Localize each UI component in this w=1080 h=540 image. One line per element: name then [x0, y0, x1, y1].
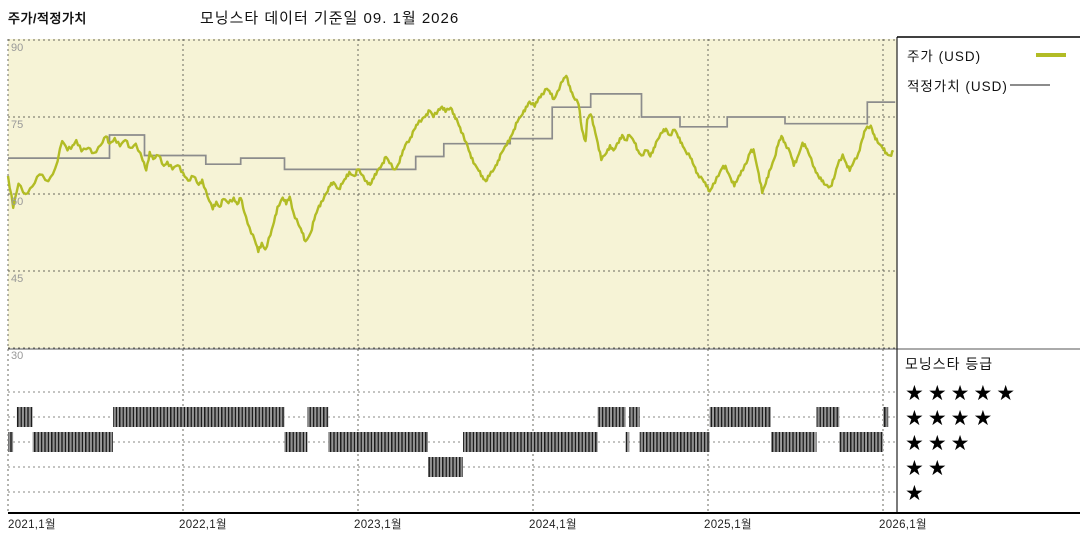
page-title: 주가/적정가치	[8, 11, 87, 26]
legend: 주가 (USD) 적정가치 (USD)	[897, 37, 1080, 97]
rating-5-stars: ★★★★★	[905, 381, 1020, 405]
as-of-date: 모닝스타 데이터 기준일 09. 1월 2026	[200, 10, 460, 27]
x-tick-2023: 2023,1월	[354, 519, 402, 531]
price-line	[6, 74, 895, 254]
y-tick-90: 90	[11, 42, 24, 54]
rating-legend: 모닝스타 등급 ★★★★★ ★★★★ ★★★ ★★ ★	[905, 354, 1075, 506]
x-tick-2022: 2022,1월	[179, 519, 227, 531]
x-tick-2021: 2021,1월	[8, 519, 56, 531]
x-tick-2024: 2024,1월	[529, 519, 577, 531]
rating-3-stars: ★★★	[905, 431, 974, 455]
y-tick-75: 75	[11, 119, 24, 131]
rating-legend-title: 모닝스타 등급	[905, 356, 994, 372]
x-tick-2025: 2025,1월	[704, 519, 752, 531]
y-tick-30: 30	[11, 350, 24, 362]
rating-history-barcode	[8, 407, 889, 477]
fair-value-line-swatch	[1009, 84, 1050, 86]
legend-item-fair-value: 적정가치 (USD)	[897, 67, 1080, 97]
legend-item-price: 주가 (USD)	[897, 37, 1080, 67]
y-tick-45: 45	[11, 273, 24, 285]
legend-fair-value-label: 적정가치 (USD)	[907, 79, 1008, 94]
legend-price-label: 주가 (USD)	[907, 49, 982, 64]
rating-2-stars: ★★	[905, 456, 951, 480]
y-tick-60: 60	[11, 196, 24, 208]
rating-1-star: ★	[905, 481, 928, 505]
price-line-swatch	[1036, 53, 1066, 57]
x-tick-2026: 2026,1월	[879, 519, 927, 531]
chart-frame	[8, 36, 1080, 514]
rating-4-stars: ★★★★	[905, 406, 997, 430]
